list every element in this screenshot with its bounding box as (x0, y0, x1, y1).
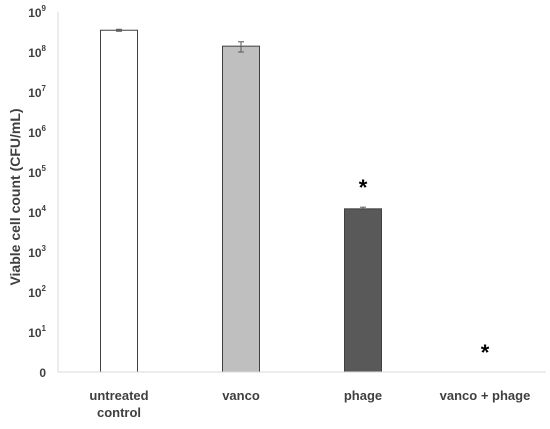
significance-marker: * (359, 175, 368, 200)
x-axis: untreated control vanco phage vanco + phage (58, 371, 546, 420)
bar (222, 45, 260, 373)
y-tick-label: 103 (28, 244, 46, 260)
y-tick-label: 102 (28, 284, 46, 300)
y-tick-label: 108 (28, 44, 46, 60)
y-axis: 0 101 102 103 104 105 106 107 108 109 (28, 4, 59, 380)
y-tick-label: 0 (39, 366, 46, 380)
y-tick-label: 104 (28, 204, 46, 220)
y-tick-label: 106 (28, 124, 46, 140)
y-tick-label: 109 (28, 4, 46, 20)
y-axis-title: Viable cell count (CFU/mL) (7, 108, 23, 285)
significance-marker: * (481, 340, 490, 365)
y-tick-label: 101 (28, 324, 46, 340)
bars (100, 28, 382, 373)
bar (100, 29, 138, 373)
annotations: ** (359, 175, 490, 365)
y-tick-label: 105 (28, 164, 46, 180)
x-category-label: untreated control (89, 388, 148, 420)
bar (344, 208, 382, 373)
y-tick-label: 107 (28, 84, 46, 100)
x-category-label: phage (344, 388, 382, 403)
x-category-label: vanco (222, 388, 260, 403)
x-category-label: vanco + phage (440, 388, 531, 403)
